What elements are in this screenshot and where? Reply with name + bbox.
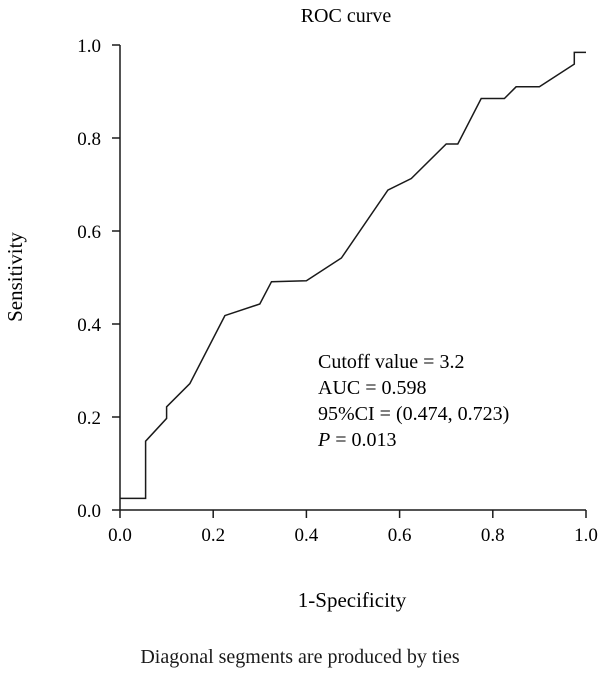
annotation-text: 95%CI = (0.474, 0.723) <box>318 403 509 425</box>
chart-title: ROC curve <box>301 5 392 27</box>
x-tick-label: 0.0 <box>108 525 132 546</box>
x-tick-label: 0.6 <box>388 525 412 546</box>
axes <box>112 44 587 518</box>
y-tick-label: 0.2 <box>77 408 101 429</box>
x-axis-label: 1-Specificity <box>298 588 407 612</box>
x-tick-label: 1.0 <box>574 525 598 546</box>
y-tick-label: 0.4 <box>77 315 101 336</box>
tick-labels: 0.0 0.2 0.4 0.6 0.8 1.0 0.0 0.2 0.4 0.6 0.8 1.0 <box>77 36 598 546</box>
y-tick-label: 0.0 <box>77 501 101 522</box>
x-tick-label: 0.4 <box>295 525 319 546</box>
y-tick-label: 1.0 <box>77 36 101 57</box>
y-tick-label: 0.8 <box>77 129 101 150</box>
annotation-text: Cutoff value = 3.2 <box>318 351 464 373</box>
annotation-text: P = 0.013 <box>317 429 397 451</box>
footnote: Diagonal segments are produced by ties <box>140 646 460 668</box>
y-axis-label: Sensitivity <box>3 232 27 322</box>
roc-curve-line <box>120 51 586 500</box>
annotation-box: Cutoff value = 3.2 AUC = 0.598 95%CI = (0.… <box>317 351 509 451</box>
x-tick-label: 0.2 <box>201 525 225 546</box>
annotation-text: AUC = 0.598 <box>318 377 427 399</box>
x-tick-label: 0.8 <box>481 525 505 546</box>
y-tick-label: 0.6 <box>77 222 101 243</box>
